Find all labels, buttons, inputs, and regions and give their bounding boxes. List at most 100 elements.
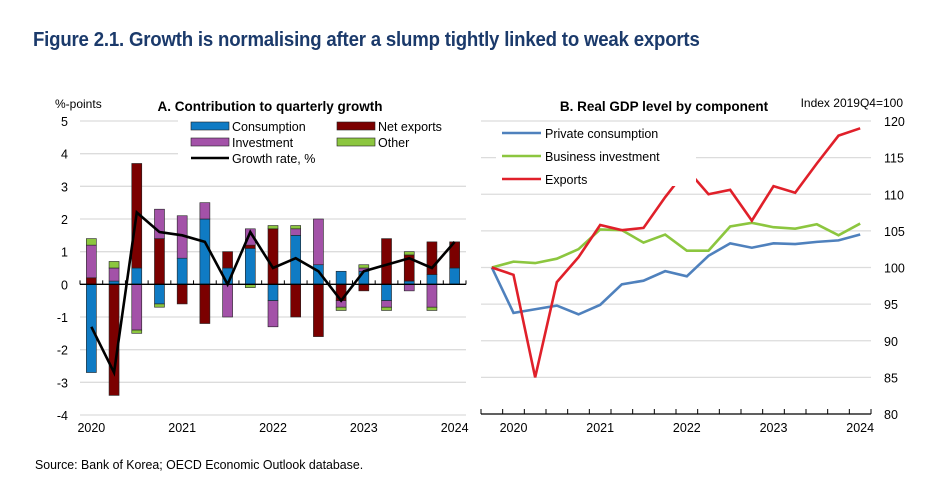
- bar-other: [290, 225, 302, 230]
- figure-title: Figure 2.1. Growth is normalising after …: [33, 29, 700, 51]
- y-tick-label: 105: [884, 225, 905, 239]
- bar-net-exports: [86, 277, 97, 285]
- bar-investment: [381, 300, 392, 308]
- bar-net-exports: [176, 284, 188, 305]
- bar-consumption: [131, 267, 143, 285]
- y-tick-label: 110: [884, 188, 904, 202]
- x-tick-label: 2020: [77, 421, 105, 435]
- bar-investment: [313, 218, 324, 266]
- y-tick-label: 2: [61, 213, 68, 227]
- legend-swatch-other: [336, 137, 376, 147]
- bar-other: [131, 329, 143, 334]
- bar-consumption: [449, 267, 460, 285]
- bar-other: [267, 225, 279, 230]
- line-private-consumption: [490, 233, 861, 316]
- bar-other: [358, 264, 370, 269]
- bar-net-exports: [381, 238, 392, 285]
- y-tick-label: 5: [61, 115, 68, 129]
- bar-investment: [108, 267, 120, 282]
- x-tick-label: 2023: [350, 421, 378, 435]
- panel-a-ylabel: %-points: [55, 97, 102, 111]
- legend-label-other: Other: [378, 136, 409, 150]
- bar-investment: [403, 284, 415, 292]
- legend-label-investment: Investment: [232, 136, 294, 150]
- panel-a-growth-line: [90, 209, 456, 377]
- panel-b-legend: Private consumption Business investment Ex…: [496, 124, 696, 187]
- panel-b-x-tick-labels: 2020 2021 2022 2023 2024: [500, 421, 875, 435]
- bar-net-exports: [426, 241, 438, 275]
- x-tick-label: 2024: [441, 421, 469, 435]
- legend-swatch-net-exports: [336, 121, 376, 131]
- bar-investment: [244, 228, 256, 246]
- bar-consumption: [381, 284, 392, 301]
- legend-label-net-exports: Net exports: [378, 120, 442, 134]
- bar-net-exports: [313, 284, 324, 337]
- y-tick-label: 4: [61, 148, 68, 162]
- line-business-investment: [491, 221, 861, 269]
- bar-other: [426, 306, 438, 311]
- bar-net-exports: [290, 284, 302, 318]
- bar-net-exports: [244, 244, 256, 249]
- x-tick-label: 2021: [586, 421, 614, 435]
- panel-b-title: B. Real GDP level by component: [560, 99, 769, 114]
- bar-investment: [199, 202, 211, 220]
- bar-investment: [86, 244, 97, 279]
- legend-label-growth-rate: Growth rate, %: [232, 152, 315, 166]
- panel-a-y-tick-labels: 5 4 3 2 1 0 -1 -2 -3 -4: [57, 115, 68, 423]
- x-tick-label: 2022: [673, 421, 701, 435]
- y-tick-label: 85: [884, 371, 898, 385]
- legend-label-private-consumption: Private consumption: [545, 127, 658, 141]
- bar-net-exports: [267, 228, 279, 285]
- bar-other: [403, 251, 415, 256]
- y-tick-label: 120: [884, 115, 905, 129]
- bar-consumption: [154, 284, 165, 305]
- bar-net-exports: [154, 238, 165, 285]
- y-tick-label: 100: [884, 262, 905, 276]
- bar-investment: [222, 284, 233, 318]
- bar-other: [154, 303, 165, 308]
- panel-a-bars: [86, 163, 460, 396]
- x-tick-label: 2022: [259, 421, 287, 435]
- bar-consumption: [426, 274, 438, 285]
- y-tick-label: -4: [57, 409, 68, 423]
- bar-consumption: [335, 270, 347, 285]
- bar-other: [335, 306, 347, 311]
- legend-label-consumption: Consumption: [232, 120, 306, 134]
- panel-a-x-tick-labels: 2020 2021 2022 2023 2024: [77, 421, 468, 435]
- panel-a-title: A. Contribution to quarterly growth: [158, 99, 383, 114]
- x-tick-label: 2023: [760, 421, 788, 435]
- bar-other: [381, 306, 392, 311]
- legend-label-business-investment: Business investment: [545, 150, 660, 164]
- bar-investment: [154, 208, 165, 239]
- panel-a-contribution-chart: A. Contribution to quarterly growth %-po…: [55, 97, 470, 435]
- panel-b-gdp-level-chart: B. Real GDP level by component Index 201…: [480, 96, 905, 435]
- growth-rate-line: [90, 209, 456, 377]
- panel-a-legend: Consumption Net exports Investment Other Gro…: [178, 114, 470, 168]
- y-tick-label: -3: [57, 376, 68, 390]
- y-tick-label: 90: [884, 335, 898, 349]
- bar-consumption: [176, 257, 188, 285]
- y-tick-label: 3: [61, 180, 68, 194]
- bar-net-exports: [358, 284, 370, 292]
- bar-investment: [267, 300, 279, 328]
- legend-swatch-investment: [190, 137, 230, 147]
- bar-investment: [426, 284, 438, 308]
- y-tick-label: -2: [57, 344, 68, 358]
- y-tick-label: 95: [884, 298, 898, 312]
- bar-consumption: [267, 284, 279, 301]
- legend-swatch-consumption: [190, 121, 230, 131]
- y-tick-label: 115: [884, 152, 904, 166]
- bar-consumption: [244, 248, 256, 285]
- y-tick-label: -1: [57, 311, 68, 325]
- panel-b-x-axis: [480, 409, 872, 415]
- bar-consumption: [199, 218, 211, 285]
- source-note: Source: Bank of Korea; OECD Economic Out…: [35, 457, 364, 472]
- legend-label-exports: Exports: [545, 173, 587, 187]
- bar-investment: [290, 228, 302, 236]
- bar-investment: [131, 284, 143, 331]
- x-tick-label: 2021: [168, 421, 196, 435]
- bar-other: [86, 238, 97, 246]
- panel-a-x-axis: [79, 280, 467, 285]
- y-tick-label: 0: [61, 278, 68, 292]
